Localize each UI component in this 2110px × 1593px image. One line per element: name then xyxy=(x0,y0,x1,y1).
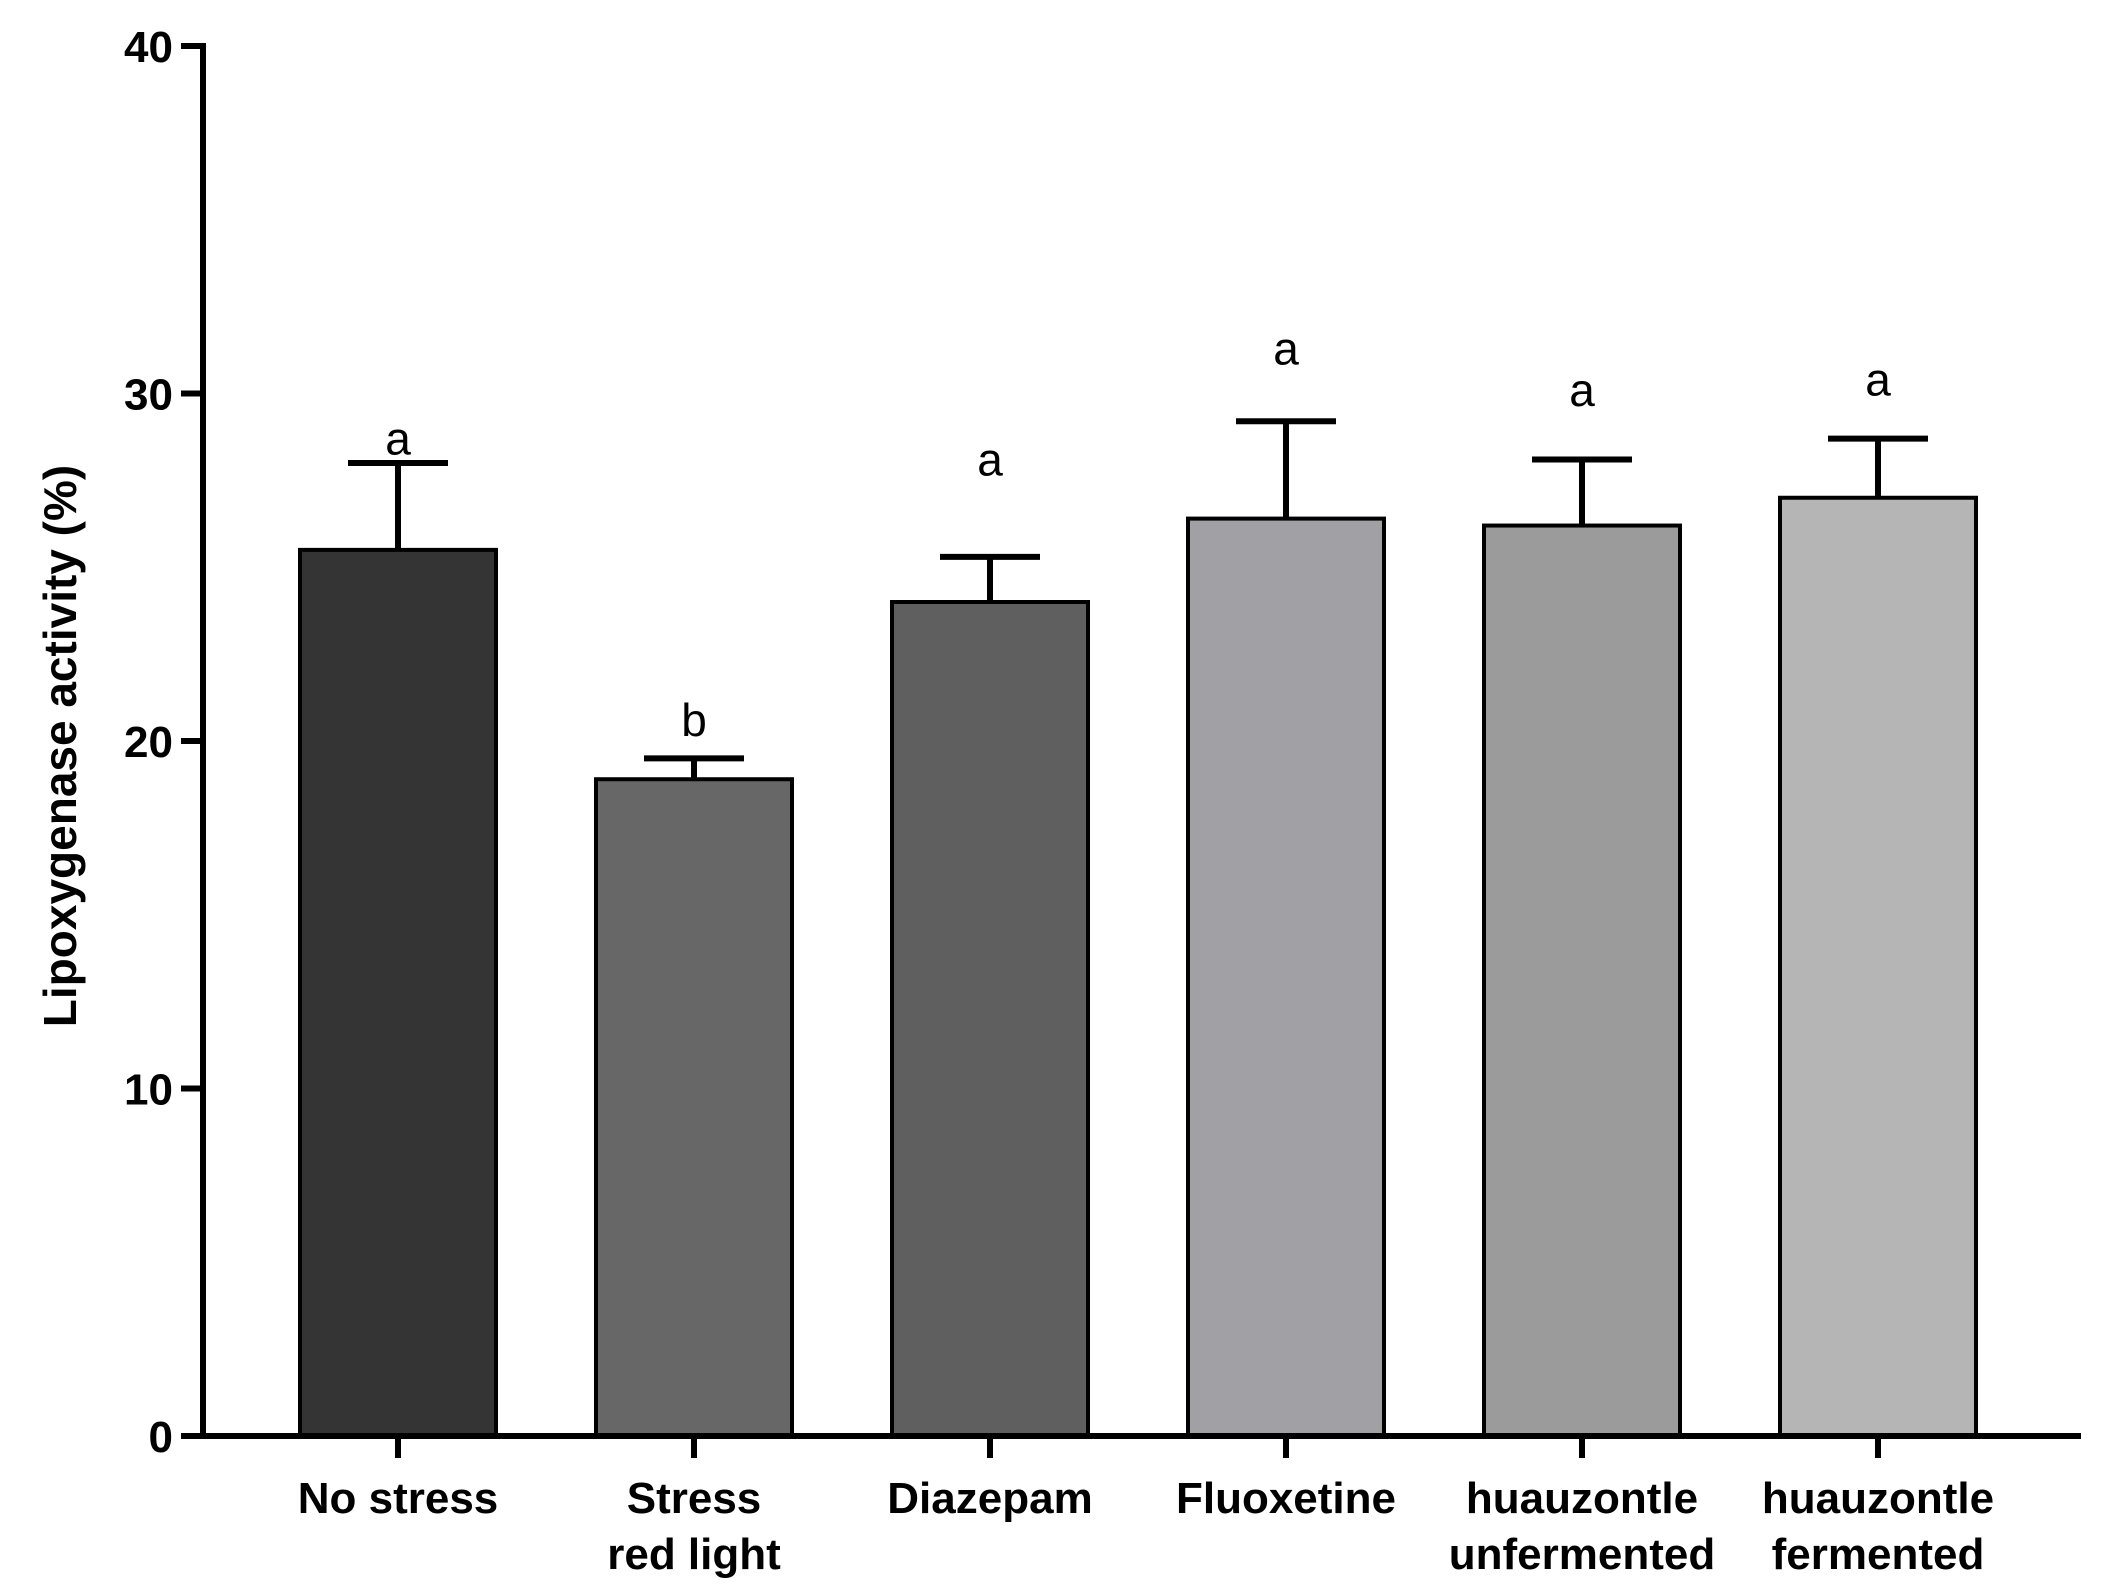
significance-label-3: a xyxy=(977,434,1003,486)
y-tick-label-30: 30 xyxy=(124,371,173,420)
x-tick-label-1: No stress xyxy=(298,1474,499,1523)
y-tick-label-20: 20 xyxy=(124,718,173,767)
x-tick-label-6-line-2: fermented xyxy=(1772,1530,1985,1579)
x-tick-label-6-line-1: huauzontle xyxy=(1762,1474,1994,1523)
bars-group xyxy=(298,495,1978,1438)
significance-label-6: a xyxy=(1865,354,1891,406)
y-tick-label-0: 0 xyxy=(149,1413,173,1462)
x-tick-label-2-line-2: red light xyxy=(607,1530,781,1579)
y-ticks-group: 0 10 20 30 40 xyxy=(124,23,203,1462)
x-tick-label-5-line-2: unfermented xyxy=(1449,1530,1715,1579)
x-ticks-group: No stress Stress red light Diazepam Fluoxeti… xyxy=(298,1436,1994,1579)
significance-label-2: b xyxy=(681,694,707,746)
bar-6 xyxy=(1778,495,1978,1438)
significance-labels-group: a b a a a a xyxy=(385,322,1891,746)
y-tick-label-10: 10 xyxy=(124,1066,173,1115)
bar-5 xyxy=(1482,523,1682,1438)
y-axis-title-group: Lipoxygenase activity (%) xyxy=(34,465,86,1027)
bar-1 xyxy=(298,547,498,1438)
x-tick-label-5-line-1: huauzontle xyxy=(1466,1474,1698,1523)
y-axis-title: Lipoxygenase activity (%) xyxy=(34,465,86,1027)
significance-label-4: a xyxy=(1273,322,1299,374)
y-tick-label-40: 40 xyxy=(124,23,173,72)
bar-2 xyxy=(594,777,794,1438)
error-bars-group xyxy=(348,418,1928,780)
bar-3 xyxy=(890,600,1090,1438)
significance-label-1: a xyxy=(385,413,411,465)
significance-label-5: a xyxy=(1569,364,1595,416)
bar-4 xyxy=(1186,516,1386,1438)
x-tick-label-4: Fluoxetine xyxy=(1176,1474,1396,1523)
x-tick-label-3: Diazepam xyxy=(887,1474,1092,1523)
x-tick-label-2-line-1: Stress xyxy=(627,1474,762,1523)
